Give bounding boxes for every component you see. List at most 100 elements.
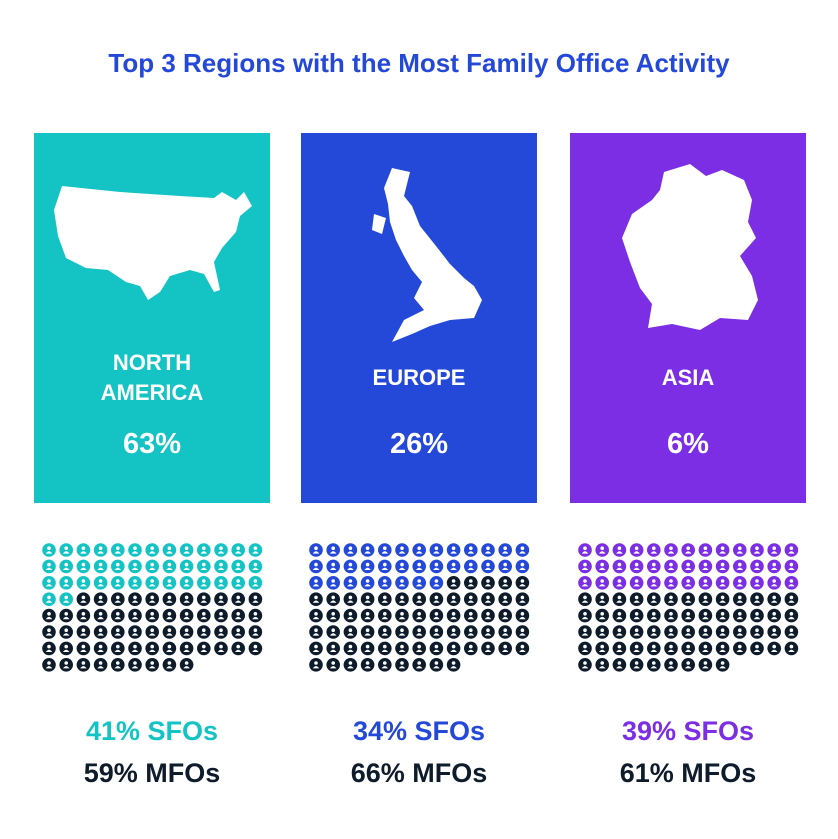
icon-body (581, 649, 589, 652)
person-icon (612, 658, 627, 672)
icon-circle (76, 608, 91, 623)
icon-body (450, 584, 457, 587)
icon-circle (733, 559, 747, 574)
icon-head (184, 595, 189, 600)
icon-head (634, 612, 639, 616)
icon-body (200, 551, 207, 554)
mfo-label: 66% MFOs (350, 758, 488, 788)
person-icon (326, 625, 341, 639)
icon-body (616, 649, 623, 652)
person-icon (93, 576, 108, 590)
person-icon (446, 608, 461, 623)
icon-head (331, 628, 336, 632)
icon-body (719, 567, 726, 570)
icon-head (720, 579, 725, 583)
icon-body (450, 567, 457, 570)
icon-body (519, 584, 526, 587)
icon-head (133, 661, 137, 665)
person-icon (360, 608, 375, 623)
icon-circle (429, 608, 444, 623)
icon-head (755, 546, 759, 550)
person-icon (93, 658, 108, 672)
icon-head (116, 628, 120, 632)
icon-head (469, 579, 473, 583)
icon-head (81, 612, 86, 616)
person-icon (715, 543, 730, 557)
icon-body (650, 633, 657, 636)
person-icon (578, 658, 592, 672)
icon-head (434, 628, 439, 632)
person-icon (612, 608, 627, 623)
person-icon (93, 543, 108, 557)
icon-circle (395, 559, 409, 574)
person-icon (162, 592, 177, 606)
person-icon (681, 625, 695, 639)
icon-body (45, 633, 53, 636)
icon-head (184, 628, 189, 632)
icon-head (617, 579, 622, 583)
icon-head (600, 628, 604, 632)
icon-head (720, 612, 725, 616)
icon-head (236, 644, 240, 649)
icon-head (520, 628, 525, 632)
icon-head (400, 612, 404, 616)
icon-circle (360, 559, 375, 574)
icon-head (314, 595, 318, 600)
person-icon (481, 641, 495, 656)
icon-head (81, 661, 86, 665)
region-name: ASIA (661, 365, 715, 390)
icon-body (467, 551, 474, 554)
icon-body (200, 616, 207, 620)
person-icon (681, 641, 695, 656)
icon-head (617, 661, 622, 665)
icon-body (581, 551, 589, 554)
icon-head (348, 562, 353, 567)
icon-head (669, 595, 673, 600)
person-icon (360, 641, 375, 656)
icon-head (434, 562, 439, 567)
person-icon (481, 543, 495, 557)
icon-head (133, 562, 137, 567)
icon-body (63, 567, 70, 570)
person-icon (145, 559, 159, 574)
icon-circle (446, 641, 461, 656)
icon-body (599, 584, 606, 587)
icon-head (236, 579, 240, 583)
person-icon (93, 592, 108, 606)
icon-body (63, 633, 70, 636)
icon-head (331, 612, 336, 616)
icon-circle (343, 641, 358, 656)
icon-circle (42, 641, 56, 656)
icon-circle (231, 641, 245, 656)
person-icon (429, 559, 444, 574)
icon-head (116, 546, 120, 550)
icon-body (450, 649, 457, 652)
person-icon (145, 608, 159, 623)
person-icon (595, 559, 609, 574)
icon-head (520, 612, 525, 616)
icon-head (365, 612, 370, 616)
icon-head (451, 644, 456, 649)
person-icon (578, 608, 592, 623)
person-icon (481, 625, 495, 639)
icon-head (348, 546, 353, 550)
icon-head (583, 546, 587, 550)
person-icon (750, 641, 764, 656)
icon-head (617, 628, 622, 632)
icon-circle (59, 641, 73, 656)
icon-circle (464, 641, 478, 656)
person-icon (498, 592, 512, 606)
icon-body (149, 600, 156, 603)
icon-body (347, 600, 354, 603)
icon-body (149, 567, 156, 570)
person-icon (681, 559, 695, 574)
icon-circle (429, 559, 444, 574)
person-icon (429, 543, 444, 557)
icon-body (330, 600, 337, 603)
person-icon (179, 576, 194, 590)
icon-circle (360, 576, 375, 590)
icon-circle (446, 608, 461, 623)
icon-body (650, 649, 657, 652)
icon-head (720, 562, 725, 567)
icon-head (348, 579, 353, 583)
